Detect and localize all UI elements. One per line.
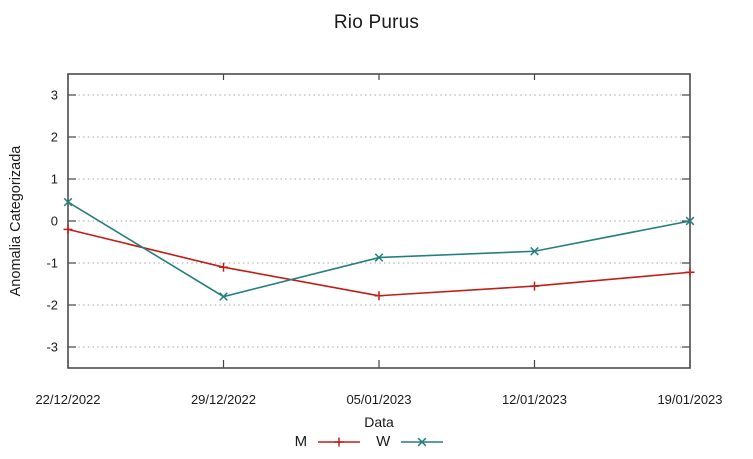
svg-text:29/12/2022: 29/12/2022 [191, 392, 256, 407]
chart-title: Rio Purus [333, 12, 420, 33]
x-axis-label: Data [364, 414, 394, 430]
svg-text:-1: -1 [46, 256, 58, 271]
legend-label-m: M [294, 433, 308, 450]
svg-text:-2: -2 [46, 298, 58, 313]
legend-line-plus-icon [318, 437, 361, 446]
svg-text:-3: -3 [46, 340, 58, 355]
legend-item-m: M [295, 433, 363, 450]
svg-text:1: 1 [51, 172, 58, 187]
svg-text:0: 0 [51, 214, 58, 229]
y-axis-label: Anomalia Categorizada [8, 145, 24, 297]
svg-text:3: 3 [51, 88, 58, 103]
svg-text:05/01/2023: 05/01/2023 [346, 392, 411, 407]
plot-area: -3 -2 -1 0 1 2 3 22/12/2022 29/12/2022 05/01/2023… [8, 73, 723, 407]
legend-label-w: W [376, 433, 391, 450]
legend-item-w: W [376, 433, 445, 450]
svg-text:2: 2 [51, 130, 58, 145]
legend: M W [0, 433, 740, 450]
svg-text:22/12/2022: 22/12/2022 [35, 392, 100, 407]
svg-text:19/01/2023: 19/01/2023 [657, 392, 722, 407]
svg-text:12/01/2023: 12/01/2023 [502, 392, 567, 407]
legend-line-cross-icon [401, 437, 444, 446]
